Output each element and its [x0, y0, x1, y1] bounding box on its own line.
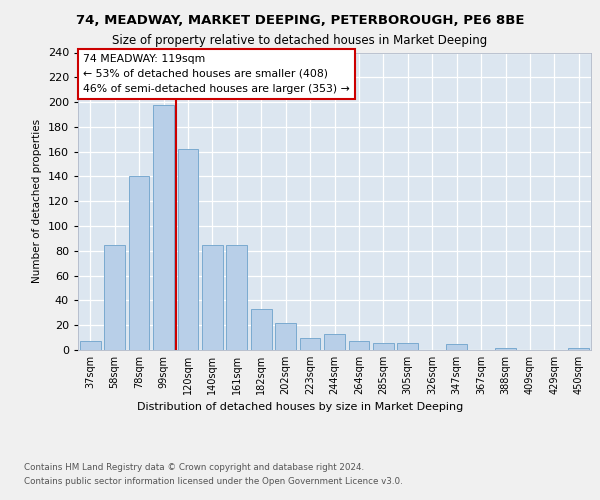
Bar: [568, 348, 589, 350]
Bar: [80, 342, 101, 350]
Bar: [373, 342, 394, 350]
Bar: [251, 309, 272, 350]
Bar: [275, 322, 296, 350]
Bar: [104, 244, 125, 350]
Bar: [397, 342, 418, 350]
Bar: [446, 344, 467, 350]
Bar: [226, 244, 247, 350]
Text: Contains HM Land Registry data © Crown copyright and database right 2024.: Contains HM Land Registry data © Crown c…: [24, 462, 364, 471]
Bar: [349, 342, 370, 350]
Text: Contains public sector information licensed under the Open Government Licence v3: Contains public sector information licen…: [24, 478, 403, 486]
Bar: [153, 104, 174, 350]
Bar: [178, 149, 199, 350]
Bar: [128, 176, 149, 350]
Bar: [324, 334, 345, 350]
Bar: [495, 348, 516, 350]
Text: Distribution of detached houses by size in Market Deeping: Distribution of detached houses by size …: [137, 402, 463, 412]
Text: Size of property relative to detached houses in Market Deeping: Size of property relative to detached ho…: [112, 34, 488, 47]
Y-axis label: Number of detached properties: Number of detached properties: [32, 119, 42, 284]
Bar: [299, 338, 320, 350]
Text: 74, MEADWAY, MARKET DEEPING, PETERBOROUGH, PE6 8BE: 74, MEADWAY, MARKET DEEPING, PETERBOROUG…: [76, 14, 524, 27]
Text: 74 MEADWAY: 119sqm
← 53% of detached houses are smaller (408)
46% of semi-detach: 74 MEADWAY: 119sqm ← 53% of detached hou…: [83, 54, 350, 94]
Bar: [202, 244, 223, 350]
